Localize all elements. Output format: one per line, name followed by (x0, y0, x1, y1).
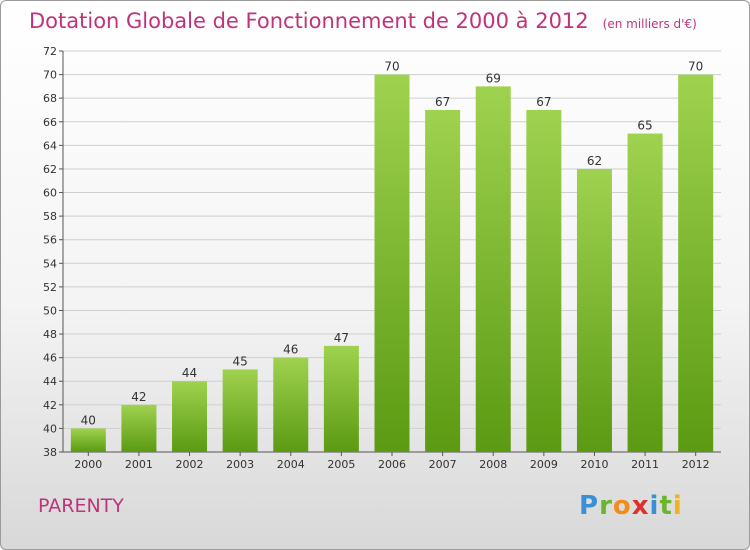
logo-letter: x (631, 491, 650, 521)
y-tick-label: 52 (43, 281, 57, 294)
data-label: 67 (435, 95, 450, 109)
x-tick-label: 2007 (429, 458, 457, 471)
bar-2000[interactable] (70, 428, 106, 452)
x-tick-label: 2000 (74, 458, 102, 471)
bar-2001[interactable] (121, 404, 157, 452)
logo-letter: o (612, 491, 632, 521)
x-tick-label: 2005 (327, 458, 355, 471)
y-tick-label: 72 (43, 45, 57, 58)
y-tick-label: 58 (43, 210, 57, 223)
bar-layer (70, 74, 714, 453)
x-tick-label: 2012 (682, 458, 710, 471)
bar-2007[interactable] (425, 109, 461, 453)
bar-2012[interactable] (678, 74, 714, 453)
bar-2003[interactable] (222, 369, 258, 452)
x-tick-label: 2001 (125, 458, 153, 471)
data-label: 62 (587, 154, 602, 168)
x-tick-label: 2009 (530, 458, 558, 471)
x-tick-label: 2003 (226, 458, 254, 471)
data-label: 44 (182, 366, 197, 380)
data-label: 40 (81, 413, 96, 427)
x-tick-label: 2010 (580, 458, 608, 471)
y-tick-label: 66 (43, 116, 57, 129)
y-tick-label: 38 (43, 446, 57, 459)
x-tick-label: 2004 (277, 458, 305, 471)
y-tick-label: 60 (43, 187, 57, 200)
y-tick-label: 44 (43, 375, 57, 388)
data-label: 47 (334, 331, 349, 345)
logo-letter: r (599, 491, 613, 521)
y-tick-label: 48 (43, 328, 57, 341)
y-tick-label: 68 (43, 92, 57, 105)
data-label: 42 (131, 390, 146, 404)
bar-2008[interactable] (475, 86, 511, 452)
y-tick-label: 40 (43, 422, 57, 435)
commune-name: PARENTY (38, 495, 124, 517)
x-tick-label: 2006 (378, 458, 406, 471)
y-tick-label: 62 (43, 163, 57, 176)
y-tick-label: 70 (43, 69, 57, 82)
data-label: 70 (688, 60, 703, 74)
bar-2009[interactable] (526, 109, 562, 453)
data-label: 65 (637, 119, 652, 133)
y-tick-label: 42 (43, 399, 57, 412)
chart-subtitle: (en milliers d'€) (602, 17, 697, 31)
y-tick-label: 64 (43, 139, 57, 152)
bar-2006[interactable] (374, 74, 410, 453)
bar-2004[interactable] (273, 357, 309, 452)
logo-letter: i (649, 491, 660, 521)
logo-letter: P (579, 491, 600, 521)
data-label: 46 (283, 343, 298, 357)
data-label: 45 (233, 354, 248, 368)
x-tick-label: 2011 (631, 458, 659, 471)
x-tick-label: 2002 (176, 458, 204, 471)
data-label: 70 (384, 60, 399, 74)
data-label: 67 (536, 95, 551, 109)
proxiti-logo[interactable]: Proxiti (579, 491, 683, 521)
bar-2005[interactable] (323, 345, 359, 452)
chart-title: Dotation Globale de Fonctionnement de 20… (29, 9, 697, 33)
logo-letter: i (672, 491, 683, 521)
y-tick-label: 56 (43, 234, 57, 247)
data-label: 69 (486, 71, 501, 85)
bar-2011[interactable] (627, 133, 663, 452)
x-tick-label: 2008 (479, 458, 507, 471)
bar-2002[interactable] (172, 381, 208, 452)
y-tick-label: 54 (43, 257, 57, 270)
logo-letter: t (659, 491, 673, 521)
y-tick-label: 46 (43, 352, 57, 365)
bar-2010[interactable] (576, 168, 612, 453)
label-layer: 40 42 44 45 46 47 70 67 69 67 62 65 70 (81, 60, 704, 428)
y-tick-label: 50 (43, 304, 57, 317)
title-text: Dotation Globale de Fonctionnement de 20… (29, 9, 589, 33)
